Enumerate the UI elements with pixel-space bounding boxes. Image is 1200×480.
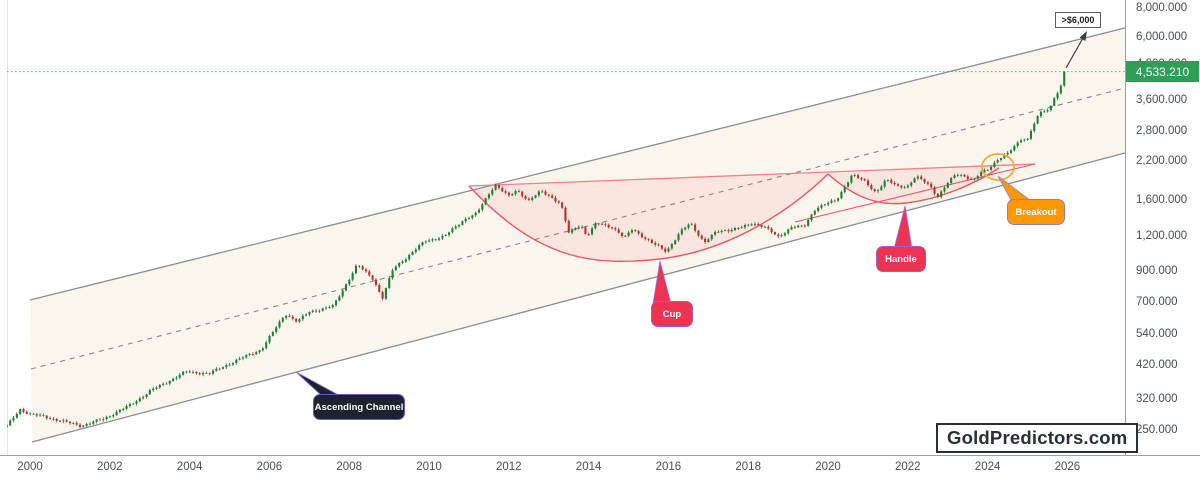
year-tick-label: 2014 [575, 461, 602, 473]
cup-label: Cup [662, 308, 682, 320]
price-tick-label: 320.000 [1136, 392, 1178, 405]
year-tick-label: 2012 [496, 461, 522, 473]
year-tick-label: 2022 [895, 461, 921, 473]
price-tick-label: 6,000.000 [1136, 30, 1188, 43]
handle-callout[interactable]: Handle [876, 246, 926, 272]
cup-callout[interactable]: Cup [651, 301, 693, 327]
current-price-badge: 4,533.210 [1126, 61, 1199, 83]
year-tick-label: 2002 [97, 461, 123, 473]
price-tick-label: 2,800.000 [1136, 124, 1188, 137]
handle-label: Handle [885, 253, 917, 265]
year-tick-label: 2004 [176, 461, 203, 473]
price-tick-label: 8,000.000 [1136, 1, 1188, 14]
price-tick-label: 700.000 [1136, 296, 1178, 309]
price-tick-label: 3,600.000 [1136, 93, 1188, 106]
price-tick-label: 1,600.000 [1136, 193, 1188, 206]
price-tick-label: 2,200.000 [1136, 154, 1188, 167]
year-tick-label: 2024 [974, 461, 1001, 473]
year-tick-label: 2020 [815, 461, 841, 473]
price-tick-label: 1,200.000 [1136, 229, 1188, 242]
ascending-channel-label: Ascending Channel [314, 401, 404, 413]
year-tick-label: 2016 [655, 461, 682, 473]
price-tick-label: 540.000 [1136, 328, 1178, 341]
year-tick-label: 2010 [416, 461, 442, 473]
year-tick-label: 2008 [336, 461, 362, 473]
year-tick-label: 2018 [735, 461, 761, 473]
price-tick-label: 420.000 [1136, 359, 1178, 372]
year-tick-label: 2000 [17, 461, 43, 473]
price-target-box[interactable]: >$6,000 [1055, 12, 1101, 28]
year-tick-label: 2026 [1054, 461, 1081, 473]
breakout-label: Breakout [1015, 206, 1057, 218]
watermark: GoldPredictors.com [936, 423, 1139, 453]
ascending-channel-callout[interactable]: Ascending Channel [313, 394, 405, 420]
breakout-callout[interactable]: Breakout [1007, 199, 1065, 225]
year-tick-label: 2006 [256, 461, 283, 473]
price-tick-label: 900.000 [1136, 265, 1178, 278]
price-tick-label: 250.000 [1136, 423, 1178, 436]
